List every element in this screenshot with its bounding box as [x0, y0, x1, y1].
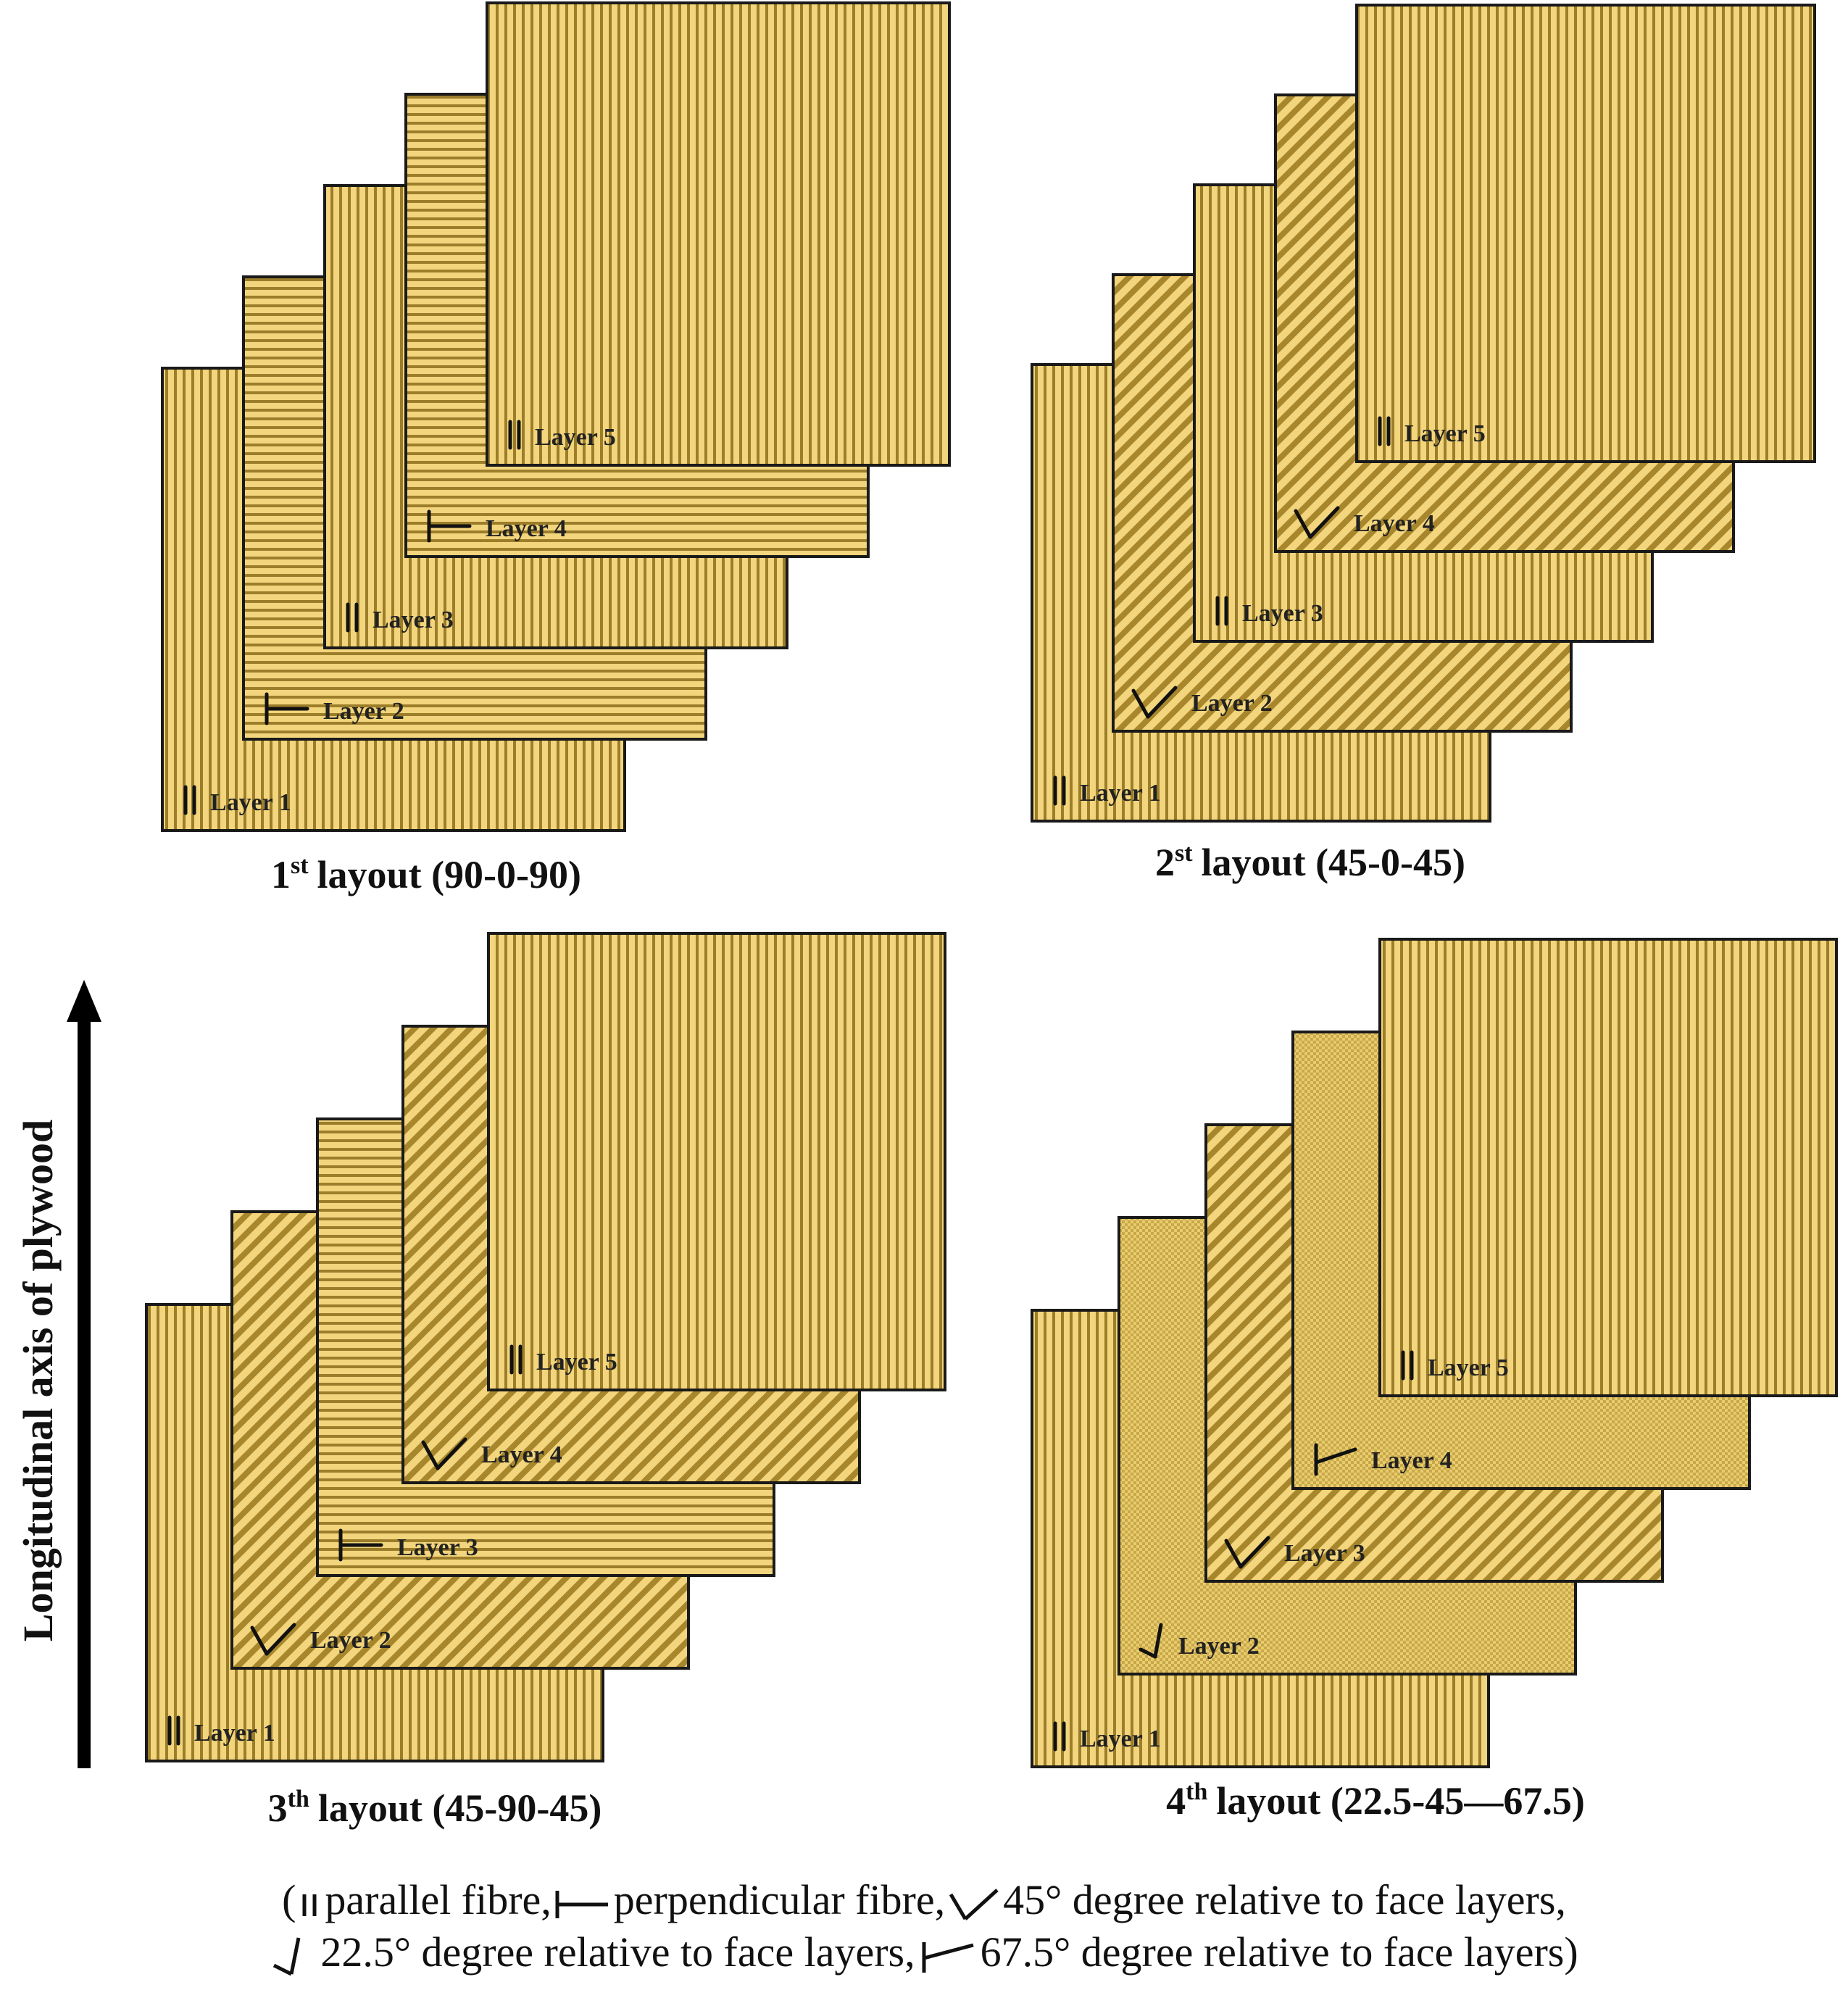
layer-4-label: Layer 4 [486, 515, 567, 542]
layout-1-text: layout (90-0-90) [317, 853, 581, 896]
parallel-fibre-symbol [1053, 775, 1066, 806]
perpendicular-fibre-symbol [265, 692, 309, 725]
layout-4-number: 4 [1166, 1779, 1186, 1823]
parallel-fibre-icon [302, 1894, 317, 1916]
parallel-fibre-symbol [1053, 1721, 1066, 1752]
deg22-fibre-symbol [1139, 1623, 1163, 1659]
layout-1-superscript: st [291, 852, 309, 879]
layout-1-number: 1 [271, 853, 291, 896]
deg45-fibre-symbol [1224, 1536, 1270, 1569]
deg67-fibre-symbol [1314, 1443, 1357, 1476]
layout-4-text: layout (22.5-45—67.5) [1216, 1779, 1584, 1823]
layer-5-sheet: Layer 5 [1378, 938, 1838, 1397]
layer-4-label: Layer 4 [1371, 1447, 1452, 1474]
layer-5-label: Layer 5 [1428, 1354, 1509, 1381]
legend-line-2: 22.5° degree relative to face layers, 67.… [0, 1928, 1848, 1980]
layer-2-label: Layer 2 [310, 1627, 391, 1654]
layout-3-number: 3 [268, 1786, 288, 1830]
layout-3-text: layout (45-90-45) [318, 1786, 602, 1830]
layout-4-superscript: th [1186, 1778, 1207, 1805]
layer-5-sheet: Layer 5 [487, 932, 946, 1391]
layout-2-caption: 2st layout (45-0-45) [1155, 840, 1465, 884]
parallel-fibre-symbol [1215, 596, 1228, 626]
layer-2-label: Layer 2 [1191, 690, 1273, 717]
parallel-fibre-symbol [1378, 416, 1391, 446]
layer-4-label: Layer 4 [1354, 510, 1435, 537]
layer-1-label: Layer 1 [1080, 1726, 1161, 1752]
perpendicular-fibre-icon [555, 1890, 608, 1918]
layer-1-label: Layer 1 [210, 789, 291, 816]
layer-3-label: Layer 3 [372, 607, 454, 633]
layout-2-panel: Layer 1 Layer 2 Layer 3 Layer 4 Layer 5 [1031, 4, 1816, 823]
legend-deg22: 22.5° degree relative to face layers, [320, 1928, 915, 1976]
layer-5-label: Layer 5 [535, 424, 616, 451]
deg45-fibre-symbol [1294, 506, 1340, 539]
legend-line-1: ( parallel fibre, perpendicular fibre, 45° … [0, 1876, 1848, 1925]
layout-1-panel: Layer 1 Layer 2 Layer 3 Layer 4 Layer 5 [161, 1, 951, 832]
legend-open-paren: ( [282, 1876, 296, 1923]
parallel-fibre-symbol [509, 1344, 523, 1375]
layout-2-superscript: st [1175, 840, 1193, 867]
layer-3-label: Layer 3 [1242, 600, 1323, 627]
layout-2-text: layout (45-0-45) [1202, 841, 1465, 884]
layer-1-label: Layer 1 [194, 1720, 275, 1747]
legend-parallel: parallel fibre, [325, 1876, 552, 1923]
layer-1-label: Layer 1 [1080, 780, 1161, 807]
layout-2-number: 2 [1155, 841, 1175, 884]
layout-3-panel: Layer 1 Layer 2 Layer 3 Layer 4 Layer 5 [145, 932, 946, 1762]
layer-5-sheet: Layer 5 [486, 1, 951, 467]
layer-5-label: Layer 5 [1404, 420, 1486, 447]
layer-5-sheet: Layer 5 [1355, 4, 1816, 463]
axis-label: Longitudinal axis of plywood [14, 1120, 62, 1641]
layout-1-caption: 1st layout (90-0-90) [271, 852, 581, 896]
layout-3-superscript: th [288, 1786, 309, 1812]
layout-4-caption: 4th layout (22.5-45—67.5) [1166, 1778, 1585, 1823]
layer-2-label: Layer 2 [323, 698, 404, 725]
longitudinal-axis-arrow [67, 980, 101, 1768]
parallel-fibre-symbol [346, 602, 359, 633]
layer-3-label: Layer 3 [397, 1534, 478, 1561]
perpendicular-fibre-symbol [338, 1528, 383, 1562]
layer-4-label: Layer 4 [481, 1441, 562, 1468]
layer-2-label: Layer 2 [1178, 1633, 1260, 1660]
legend-deg45: 45° degree relative to face layers, [1003, 1876, 1566, 1923]
layer-5-label: Layer 5 [536, 1349, 617, 1375]
parallel-fibre-symbol [167, 1715, 180, 1746]
layout-4-panel: Layer 1 Layer 2 Layer 3 Layer 4 Layer 5 [1031, 938, 1838, 1768]
deg45-fibre-symbol [421, 1437, 467, 1470]
deg45-fibre-symbol [1131, 686, 1178, 719]
deg45-fibre-icon [949, 1888, 999, 1920]
deg22-fibre-icon [273, 1937, 301, 1976]
deg67-fibre-icon [922, 1941, 974, 1973]
perpendicular-fibre-symbol [427, 509, 472, 543]
parallel-fibre-symbol [1401, 1350, 1414, 1381]
legend-perpendicular: perpendicular fibre, [613, 1876, 946, 1923]
layout-3-caption: 3th layout (45-90-45) [268, 1786, 602, 1830]
layer-3-label: Layer 3 [1284, 1540, 1365, 1567]
parallel-fibre-symbol [508, 420, 521, 450]
legend-deg67: 67.5° degree relative to face layers) [980, 1928, 1578, 1976]
deg45-fibre-symbol [250, 1623, 296, 1656]
parallel-fibre-symbol [183, 785, 196, 815]
